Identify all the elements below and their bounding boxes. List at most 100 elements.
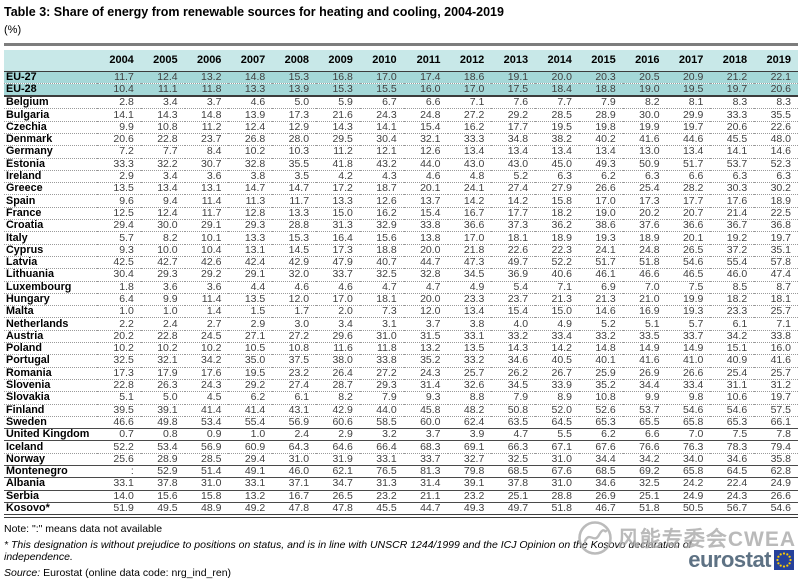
value-cell: 6.6	[403, 95, 448, 109]
value-cell: 3.4	[140, 169, 185, 183]
value-cell: 32.5	[491, 452, 536, 466]
value-cell: 18.1	[754, 292, 798, 306]
value-cell: 3.9	[447, 428, 492, 441]
value-cell: 26.5	[666, 243, 711, 257]
value-cell: 22.6	[754, 120, 798, 134]
value-cell: 6.1	[272, 391, 317, 405]
value-cell: 48.2	[447, 403, 492, 417]
value-cell: 31.0	[359, 329, 404, 343]
value-cell: 35.5	[272, 157, 317, 171]
country-name-cell: Belgium	[4, 95, 97, 109]
value-cell: 8.7	[754, 280, 798, 294]
value-cell: 1.0	[97, 305, 141, 318]
value-cell: 8.3	[754, 95, 798, 109]
value-cell: 3.7	[403, 428, 448, 441]
country-name-cell: Spain	[4, 194, 97, 208]
value-cell: 48.0	[754, 132, 798, 146]
table-row: Estonia 33.3 32.2 30.7 32.8 35.5 41.8 43.2 44.0 4…	[4, 157, 798, 171]
value-cell: 49.8	[140, 415, 185, 429]
value-cell: 7.8	[754, 428, 798, 441]
value-cell: 9.9	[622, 391, 667, 405]
value-cell: 26.6	[754, 489, 798, 503]
value-cell: 33.8	[754, 329, 798, 343]
value-cell: 54.6	[666, 403, 711, 417]
value-cell: 6.6	[666, 169, 711, 183]
value-cell: 24.9	[754, 477, 798, 491]
table-title: Table 3: Share of energy from renewable …	[4, 5, 504, 19]
year-header: 2017	[666, 49, 711, 72]
value-cell: 31.0	[272, 452, 317, 466]
value-cell: 38.0	[316, 354, 360, 368]
table-row: Romania 17.3 17.9 17.6 19.5 23.2 26.4 27.2 24.3 2…	[4, 366, 798, 380]
value-cell: 65.3	[710, 415, 755, 429]
value-cell: 14.3	[491, 342, 536, 355]
value-cell: 41.8	[316, 157, 360, 171]
table-row: Norway 25.6 28.9 28.5 29.4 31.0 31.9 33.1 33.7 32…	[4, 452, 798, 466]
value-cell: 42.6	[184, 255, 229, 269]
eurostat-logo-text: eurostat	[688, 547, 771, 572]
value-cell: 40.1	[578, 354, 623, 368]
value-cell: 46.5	[666, 268, 711, 282]
value-cell: 49.3	[578, 157, 623, 171]
value-cell: 26.9	[578, 489, 623, 503]
value-cell: 15.0	[316, 206, 360, 220]
value-cell: 29.2	[228, 378, 273, 392]
value-cell: 23.2	[272, 366, 317, 380]
value-cell: 17.7	[491, 120, 536, 134]
value-cell: 21.2	[710, 71, 755, 84]
header-row: 2004 2005 2006 2007 2008 2009 2010 2011 2012 2013…	[4, 49, 798, 72]
value-cell: 7.7	[140, 145, 185, 159]
value-cell: 22.1	[754, 71, 798, 84]
value-cell: 13.1	[184, 182, 229, 195]
value-cell: 7.6	[491, 95, 536, 109]
value-cell: 50.5	[666, 501, 711, 517]
value-cell: 8.5	[710, 280, 755, 294]
value-cell: 32.1	[140, 354, 185, 368]
value-cell: 67.6	[578, 440, 623, 454]
unit-label: (%)	[4, 24, 22, 36]
value-cell: 34.2	[622, 452, 667, 466]
value-cell: 19.3	[666, 305, 711, 318]
value-cell: 9.3	[403, 391, 448, 405]
value-cell: 29.2	[184, 268, 229, 282]
value-cell: 34.7	[316, 477, 360, 491]
value-cell: 15.4	[403, 206, 448, 220]
value-cell: 12.1	[359, 145, 404, 159]
value-cell: 34.4	[578, 452, 623, 466]
table-row: Slovenia 22.8 26.3 24.3 29.2 27.4 28.7 29.3 31.4…	[4, 378, 798, 392]
value-cell: 5.2	[578, 317, 623, 331]
value-cell: 19.5	[666, 82, 711, 97]
value-cell: 3.1	[359, 317, 404, 331]
value-cell: 31.3	[316, 219, 360, 232]
value-cell: 28.9	[578, 108, 623, 122]
value-cell: 33.4	[666, 378, 711, 392]
value-cell: 9.3	[97, 243, 141, 257]
value-cell: 17.3	[316, 243, 360, 257]
value-cell: 5.9	[316, 95, 360, 109]
value-cell: 41.0	[666, 354, 711, 368]
source-label: Source:	[4, 567, 41, 579]
value-cell: 3.6	[184, 169, 229, 183]
value-cell: 24.2	[666, 477, 711, 491]
value-cell: 6.3	[622, 169, 667, 183]
value-cell: 8.8	[447, 391, 492, 405]
value-cell: 5.2	[491, 169, 536, 183]
value-cell: 46.1	[578, 268, 623, 282]
value-cell: 49.5	[140, 501, 185, 517]
value-cell: 31.4	[403, 378, 448, 392]
value-cell: 31.0	[535, 452, 579, 466]
country-name-cell: Estonia	[4, 157, 97, 171]
country-name-cell: Romania	[4, 366, 97, 380]
value-cell: 12.5	[97, 206, 141, 220]
value-cell: 32.8	[403, 268, 448, 282]
value-cell: 25.4	[622, 182, 667, 195]
value-cell: 13.2	[184, 71, 229, 84]
value-cell: 14.8	[228, 71, 273, 84]
value-cell: 29.9	[666, 108, 711, 122]
value-cell: 24.3	[403, 366, 448, 380]
value-cell: 15.4	[491, 305, 536, 318]
value-cell: 14.1	[359, 120, 404, 134]
value-cell: 31.5	[403, 329, 448, 343]
value-cell: 26.7	[535, 366, 579, 380]
